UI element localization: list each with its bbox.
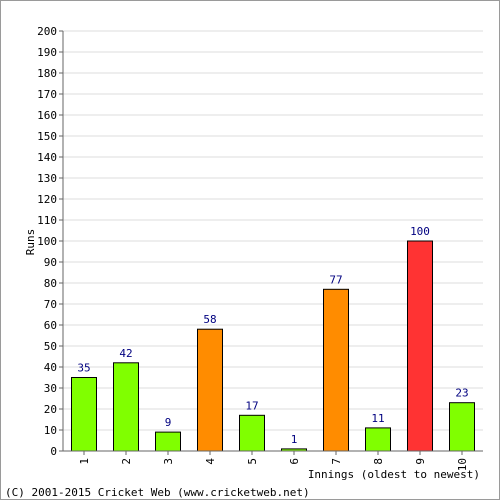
x-tick-label: 2 xyxy=(120,458,133,465)
data-label: 11 xyxy=(371,412,384,425)
y-tick-label: 130 xyxy=(37,172,57,185)
data-label: 77 xyxy=(329,273,342,286)
bar-innings-2 xyxy=(113,362,139,452)
y-tick-label: 10 xyxy=(44,424,57,437)
y-tick-label: 160 xyxy=(37,109,57,122)
x-tick-label: 5 xyxy=(246,458,259,465)
x-tick-label: 8 xyxy=(372,458,385,465)
y-tick-label: 70 xyxy=(44,298,57,311)
y-tick-label: 140 xyxy=(37,151,57,164)
data-label: 100 xyxy=(410,225,430,238)
data-label: 1 xyxy=(291,433,298,446)
bar-innings-1 xyxy=(71,377,97,452)
x-tick-label: 6 xyxy=(288,458,301,465)
x-axis-ticks: 1 2 3 4 5 6 7 8 9 10 xyxy=(78,451,469,471)
bar-innings-10 xyxy=(449,402,475,452)
y-tick-label: 60 xyxy=(44,319,57,332)
y-tick-label: 0 xyxy=(50,445,57,458)
x-tick-label: 10 xyxy=(456,458,469,471)
bar-innings-9 xyxy=(407,240,433,452)
y-tick-label: 40 xyxy=(44,361,57,374)
y-tick-label: 80 xyxy=(44,277,57,290)
y-tick-label: 180 xyxy=(37,67,57,80)
data-label: 42 xyxy=(119,347,132,360)
y-tick-label: 190 xyxy=(37,46,57,59)
bar-innings-8 xyxy=(365,427,391,452)
y-tick-label: 150 xyxy=(37,130,57,143)
y-axis-ticks: 0 10 20 30 40 50 60 70 80 90 100 110 120 130 140 150 160… xyxy=(37,25,63,458)
y-tick-label: 90 xyxy=(44,256,57,269)
x-tick-label: 3 xyxy=(162,458,175,465)
y-axis-title: Runs xyxy=(24,229,37,256)
x-tick-label: 4 xyxy=(204,458,217,465)
y-tick-label: 170 xyxy=(37,88,57,101)
data-label: 35 xyxy=(77,362,90,375)
y-tick-label: 120 xyxy=(37,193,57,206)
grid-lines xyxy=(63,30,483,431)
data-label: 17 xyxy=(245,399,258,412)
data-label: 9 xyxy=(165,416,172,429)
y-tick-label: 110 xyxy=(37,214,57,227)
data-label: 58 xyxy=(203,313,216,326)
y-tick-label: 30 xyxy=(44,382,57,395)
x-tick-label: 1 xyxy=(78,458,91,465)
y-tick-label: 200 xyxy=(37,25,57,38)
y-tick-label: 100 xyxy=(37,235,57,248)
bar-innings-7 xyxy=(323,288,349,452)
y-tick-label: 20 xyxy=(44,403,57,416)
x-tick-label: 9 xyxy=(414,458,427,465)
bar-innings-4 xyxy=(197,328,223,452)
bar-innings-3 xyxy=(155,431,181,452)
bar-innings-5 xyxy=(239,414,265,452)
y-tick-label: 50 xyxy=(44,340,57,353)
copyright-footer: (C) 2001-2015 Cricket Web (www.cricketwe… xyxy=(5,486,310,499)
x-tick-label: 7 xyxy=(330,458,343,465)
data-labels: 35 42 9 58 17 1 77 11 100 23 xyxy=(77,225,468,446)
x-axis-title: Innings (oldest to newest) xyxy=(308,468,480,481)
data-label: 23 xyxy=(455,387,468,400)
